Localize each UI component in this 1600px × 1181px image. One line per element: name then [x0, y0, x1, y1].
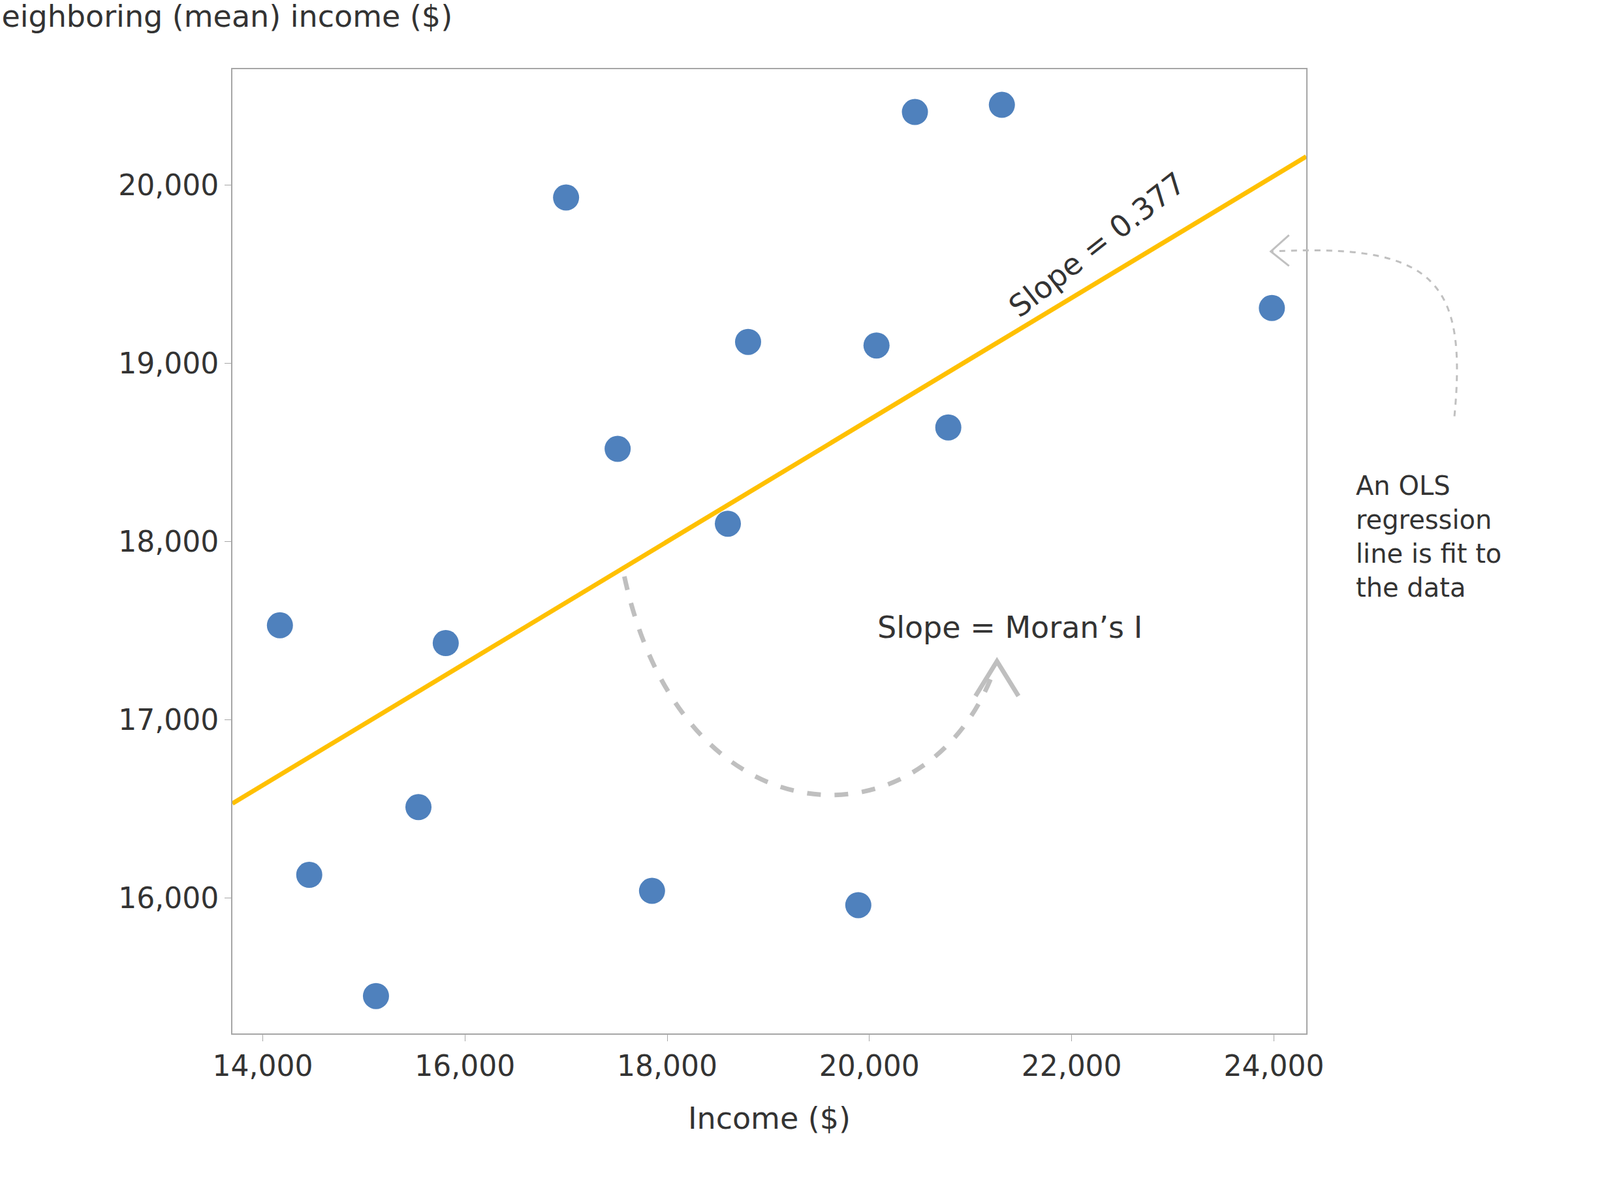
svg-text:18,000: 18,000	[118, 524, 219, 559]
svg-text:22,000: 22,000	[1021, 1049, 1123, 1083]
svg-text:20,000: 20,000	[819, 1049, 920, 1083]
svg-text:Slope = 0.377: Slope = 0.377	[1002, 165, 1193, 325]
svg-text:18,000: 18,000	[616, 1049, 718, 1083]
svg-text:19,000: 19,000	[118, 346, 219, 380]
svg-text:Neighboring (mean) income ($): Neighboring (mean) income ($)	[0, 0, 453, 34]
svg-text:Slope = Moran’s I: Slope = Moran’s I	[877, 609, 1143, 645]
svg-text:16,000: 16,000	[414, 1049, 516, 1083]
svg-text:14,000: 14,000	[212, 1049, 313, 1083]
svg-text:An OLSregressionline is fit to: An OLSregressionline is fit tothe data	[1355, 470, 1502, 603]
svg-text:20,000: 20,000	[118, 168, 219, 202]
svg-text:Income ($): Income ($)	[688, 1100, 851, 1136]
svg-text:16,000: 16,000	[118, 881, 219, 915]
svg-text:17,000: 17,000	[118, 703, 219, 737]
svg-text:24,000: 24,000	[1223, 1049, 1324, 1083]
